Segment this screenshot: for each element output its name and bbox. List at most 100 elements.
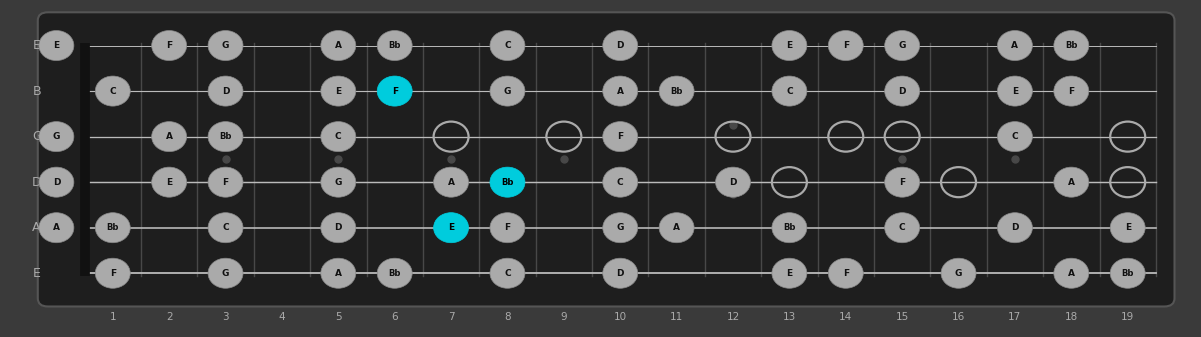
Ellipse shape xyxy=(95,213,130,243)
Text: G: G xyxy=(31,130,42,143)
Ellipse shape xyxy=(885,31,920,61)
Ellipse shape xyxy=(603,31,638,61)
Text: 11: 11 xyxy=(670,311,683,321)
Ellipse shape xyxy=(95,76,130,106)
Text: A: A xyxy=(1011,41,1018,50)
Text: 4: 4 xyxy=(279,311,285,321)
Text: C: C xyxy=(898,223,906,232)
Ellipse shape xyxy=(490,213,525,243)
Ellipse shape xyxy=(1110,258,1146,288)
Text: E: E xyxy=(166,178,172,187)
Text: A: A xyxy=(166,132,173,141)
Ellipse shape xyxy=(321,122,355,152)
Ellipse shape xyxy=(208,258,243,288)
Ellipse shape xyxy=(208,76,243,106)
Text: D: D xyxy=(335,223,342,232)
Text: Bb: Bb xyxy=(388,269,401,278)
Ellipse shape xyxy=(885,213,920,243)
Ellipse shape xyxy=(1053,31,1089,61)
Ellipse shape xyxy=(659,213,694,243)
Text: G: G xyxy=(335,178,342,187)
Ellipse shape xyxy=(38,122,74,152)
Text: 2: 2 xyxy=(166,311,173,321)
Text: D: D xyxy=(616,41,625,50)
Ellipse shape xyxy=(998,213,1033,243)
Ellipse shape xyxy=(434,213,468,243)
Ellipse shape xyxy=(1110,213,1146,243)
Ellipse shape xyxy=(998,122,1033,152)
Ellipse shape xyxy=(490,167,525,197)
Text: D: D xyxy=(729,178,736,187)
Ellipse shape xyxy=(490,258,525,288)
Text: D: D xyxy=(32,176,42,189)
Ellipse shape xyxy=(885,167,920,197)
Text: D: D xyxy=(898,87,906,96)
Ellipse shape xyxy=(829,258,864,288)
Text: F: F xyxy=(222,178,228,187)
Text: 19: 19 xyxy=(1121,311,1134,321)
Text: G: G xyxy=(222,269,229,278)
Text: Bb: Bb xyxy=(220,132,232,141)
Ellipse shape xyxy=(998,31,1033,61)
Text: E: E xyxy=(787,41,793,50)
Text: C: C xyxy=(787,87,793,96)
Ellipse shape xyxy=(434,167,468,197)
Text: 5: 5 xyxy=(335,311,341,321)
Text: Bb: Bb xyxy=(388,41,401,50)
Text: E: E xyxy=(448,223,454,232)
Text: 18: 18 xyxy=(1065,311,1078,321)
Ellipse shape xyxy=(772,76,807,106)
Text: 10: 10 xyxy=(614,311,627,321)
Ellipse shape xyxy=(151,167,186,197)
Text: Bb: Bb xyxy=(107,223,119,232)
Ellipse shape xyxy=(1053,258,1089,288)
Text: G: G xyxy=(898,41,906,50)
Text: Bb: Bb xyxy=(1122,269,1134,278)
Ellipse shape xyxy=(38,213,74,243)
Text: D: D xyxy=(1011,223,1018,232)
Ellipse shape xyxy=(321,213,355,243)
Ellipse shape xyxy=(321,31,355,61)
Ellipse shape xyxy=(208,167,243,197)
Text: F: F xyxy=(166,41,172,50)
Ellipse shape xyxy=(885,76,920,106)
Ellipse shape xyxy=(716,167,751,197)
Text: 3: 3 xyxy=(222,311,229,321)
Text: Bb: Bb xyxy=(1065,41,1077,50)
Text: D: D xyxy=(222,87,229,96)
Ellipse shape xyxy=(321,76,355,106)
Text: C: C xyxy=(222,223,229,232)
Text: 13: 13 xyxy=(783,311,796,321)
Text: F: F xyxy=(843,269,849,278)
Ellipse shape xyxy=(603,122,638,152)
Text: G: G xyxy=(222,41,229,50)
Text: E: E xyxy=(32,39,41,52)
FancyBboxPatch shape xyxy=(37,12,1175,306)
Text: C: C xyxy=(617,178,623,187)
Ellipse shape xyxy=(603,213,638,243)
Text: G: G xyxy=(53,132,60,141)
Text: 8: 8 xyxy=(504,311,510,321)
Text: A: A xyxy=(673,223,680,232)
Ellipse shape xyxy=(603,258,638,288)
Ellipse shape xyxy=(95,258,130,288)
Text: E: E xyxy=(787,269,793,278)
Ellipse shape xyxy=(1053,167,1089,197)
Text: G: G xyxy=(616,223,625,232)
Text: E: E xyxy=(1124,223,1131,232)
Text: F: F xyxy=(617,132,623,141)
Text: E: E xyxy=(1012,87,1018,96)
Ellipse shape xyxy=(321,167,355,197)
Text: C: C xyxy=(1011,132,1018,141)
Ellipse shape xyxy=(208,122,243,152)
Ellipse shape xyxy=(1053,76,1089,106)
Text: Bb: Bb xyxy=(670,87,683,96)
Ellipse shape xyxy=(151,31,186,61)
Ellipse shape xyxy=(321,258,355,288)
Text: C: C xyxy=(109,87,116,96)
Text: C: C xyxy=(504,41,510,50)
Text: 17: 17 xyxy=(1009,311,1022,321)
Text: F: F xyxy=(1068,87,1075,96)
Ellipse shape xyxy=(38,31,74,61)
Text: 1: 1 xyxy=(109,311,116,321)
